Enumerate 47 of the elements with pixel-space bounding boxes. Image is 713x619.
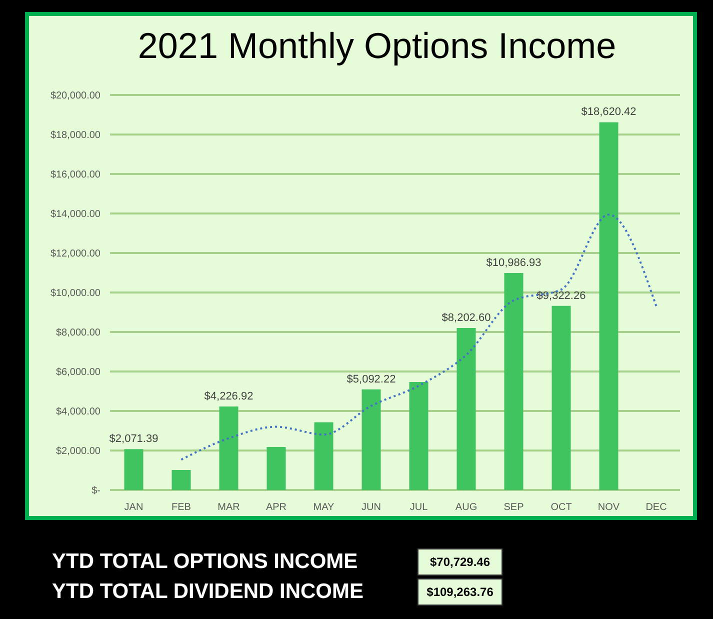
data-label: $2,071.39 (109, 433, 158, 446)
bar (504, 273, 524, 490)
bar (266, 446, 286, 490)
data-label: $18,620.42 (581, 106, 636, 118)
x-tick-label: DEC (646, 502, 667, 513)
data-label: $8,202.60 (442, 312, 491, 324)
x-tick-label: JAN (124, 502, 144, 513)
y-tick-label: $- (92, 486, 100, 496)
y-tick-label: $8,000.00 (56, 328, 101, 338)
y-tick-label: $20,000.00 (50, 90, 101, 102)
data-label: $10,986.93 (486, 257, 542, 270)
y-tick-label: $12,000.00 (50, 248, 101, 260)
x-tick-label: MAY (313, 502, 335, 513)
data-label: $4,226.92 (204, 390, 254, 403)
bar (362, 389, 381, 490)
x-tick-label: FEB (172, 502, 192, 513)
y-tick-label: $4,000.00 (56, 406, 101, 418)
bar (314, 422, 334, 490)
line-series (180, 214, 658, 461)
y-tick-label: $2,000.00 (56, 446, 101, 457)
bar (219, 406, 238, 490)
bar (456, 328, 476, 490)
data-label: $9,322.26 (536, 290, 586, 302)
x-tick-label: APR (266, 502, 287, 513)
y-tick-label: $14,000.00 (50, 209, 101, 220)
bar (552, 306, 571, 490)
x-tick-label: SEP (504, 502, 524, 513)
chart-title: 2021 Monthly Options Income (138, 25, 616, 66)
y-tick-label: $16,000.00 (50, 170, 101, 180)
x-tick-label: OCT (550, 502, 572, 513)
x-tick-label: NOV (598, 502, 620, 513)
text: $70,729.46 (430, 555, 490, 569)
x-tick-label: AUG (455, 502, 478, 513)
text: YTD TOTAL DIVIDEND INCOME (52, 580, 364, 603)
x-tick-label: MAR (218, 502, 240, 513)
data-label: $5,092.22 (346, 373, 396, 386)
x-tick-label: JUL (410, 502, 428, 513)
x-tick-label: JUN (362, 502, 381, 513)
bar (409, 382, 428, 490)
bar (124, 449, 144, 490)
text: $109,263.76 (426, 585, 494, 599)
y-tick-label: $18,000.00 (50, 130, 101, 141)
y-tick-label: $6,000.00 (56, 367, 101, 378)
text: YTD TOTAL OPTIONS INCOME (52, 550, 358, 573)
y-tick-label: $10,000.00 (50, 288, 101, 299)
bar (599, 122, 618, 490)
bar (172, 470, 191, 490)
